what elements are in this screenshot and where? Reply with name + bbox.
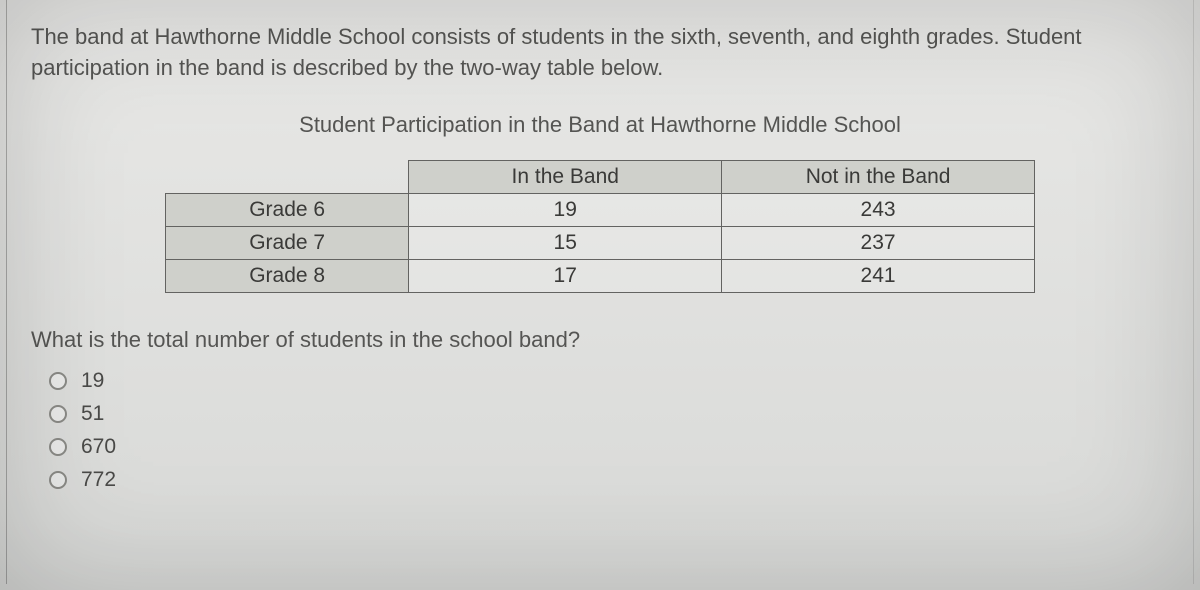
- option-label: 19: [81, 369, 104, 393]
- row-label-grade8: Grade 8: [166, 259, 409, 292]
- table-container: In the Band Not in the Band Grade 6 19 2…: [31, 160, 1169, 293]
- answer-options: 19 51 670 772: [49, 369, 1169, 492]
- row-label-grade7: Grade 7: [166, 226, 409, 259]
- table-row: Grade 7 15 237: [166, 226, 1035, 259]
- table-title: Student Participation in the Band at Haw…: [31, 112, 1169, 138]
- problem-intro: The band at Hawthorne Middle School cons…: [31, 22, 1169, 84]
- question-text: What is the total number of students in …: [31, 327, 1169, 353]
- radio-icon: [49, 405, 67, 423]
- data-table: In the Band Not in the Band Grade 6 19 2…: [165, 160, 1035, 293]
- option-772[interactable]: 772: [49, 468, 1169, 492]
- option-label: 772: [81, 468, 116, 492]
- cell-g6-in: 19: [409, 193, 722, 226]
- content-frame: The band at Hawthorne Middle School cons…: [6, 0, 1194, 584]
- row-label-grade6: Grade 6: [166, 193, 409, 226]
- option-51[interactable]: 51: [49, 402, 1169, 426]
- cell-g8-out: 241: [722, 259, 1035, 292]
- radio-icon: [49, 438, 67, 456]
- cell-g7-out: 237: [722, 226, 1035, 259]
- cell-g6-out: 243: [722, 193, 1035, 226]
- col-head-in-band: In the Band: [409, 160, 722, 193]
- cell-g7-in: 15: [409, 226, 722, 259]
- option-19[interactable]: 19: [49, 369, 1169, 393]
- col-head-not-in-band: Not in the Band: [722, 160, 1035, 193]
- table-corner-cell: [166, 160, 409, 193]
- radio-icon: [49, 471, 67, 489]
- option-label: 670: [81, 435, 116, 459]
- table-row: Grade 8 17 241: [166, 259, 1035, 292]
- table-header-row: In the Band Not in the Band: [166, 160, 1035, 193]
- option-670[interactable]: 670: [49, 435, 1169, 459]
- table-row: Grade 6 19 243: [166, 193, 1035, 226]
- cell-g8-in: 17: [409, 259, 722, 292]
- radio-icon: [49, 372, 67, 390]
- option-label: 51: [81, 402, 104, 426]
